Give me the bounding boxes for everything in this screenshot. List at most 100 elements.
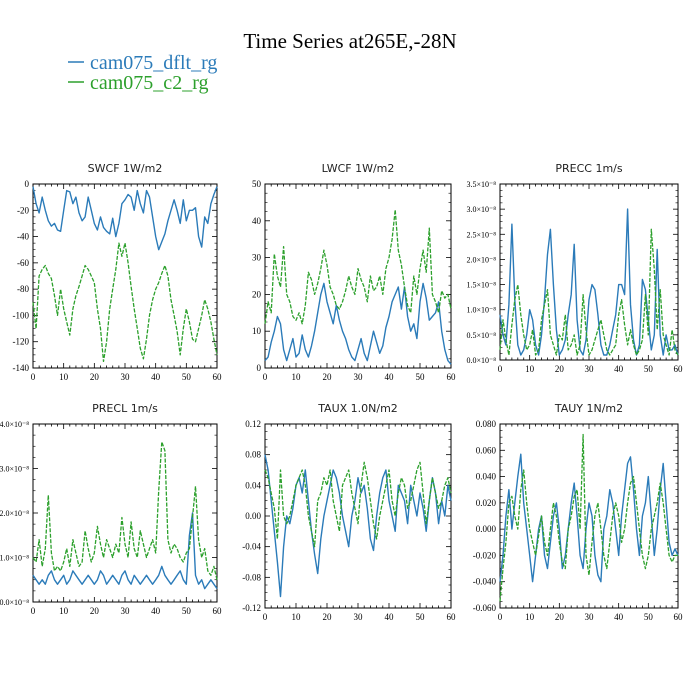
x-tick-label: 40 [614, 612, 624, 622]
x-tick-label: 50 [416, 372, 426, 382]
chart-panel: LWCF 1W/m2 0 10 20 30 40 50 60 0 10 20 30 40 50 [252, 162, 456, 382]
y-tick-label: 0.04 [245, 480, 261, 490]
x-tick-label: 30 [585, 612, 595, 622]
x-tick-label: 0 [31, 372, 36, 382]
x-tick-label: 30 [121, 372, 131, 382]
series-line-dflt [32, 186, 218, 251]
x-tick-label: 40 [385, 372, 395, 382]
x-tick-label: 50 [644, 364, 654, 374]
y-tick-label: 2.0×10⁻⁸ [0, 509, 29, 518]
series-line-c2 [264, 209, 452, 325]
series-line-dflt [499, 453, 679, 583]
x-tick-label: 60 [674, 612, 684, 622]
x-tick-label: 0 [31, 606, 36, 616]
chart-panel: PRECC 1m/s 0 10 20 30 40 50 60 0.0×10⁻⁸ 0.5×10⁻⁸ 1… [466, 162, 683, 374]
y-tick-label: -120 [13, 337, 30, 347]
legend-label-c2: cam075_c2_rg [90, 72, 209, 94]
series-line-c2 [32, 441, 218, 580]
y-tick-label: 30 [252, 253, 262, 263]
x-tick-label: 20 [323, 612, 333, 622]
panel-title: LWCF 1W/m2 [322, 162, 395, 175]
series-line-dflt [264, 282, 452, 365]
y-tick-label: 0.080 [476, 419, 497, 429]
y-tick-label: 0.0×10⁻⁸ [0, 598, 29, 607]
y-tick-label: 4.0×10⁻⁸ [0, 420, 29, 429]
x-tick-label: 0 [263, 612, 268, 622]
x-tick-label: 30 [354, 372, 364, 382]
plot-frame [32, 423, 218, 603]
y-tick-label: -100 [13, 310, 30, 320]
x-tick-label: 60 [447, 612, 457, 622]
y-tick-label: -60 [17, 258, 29, 268]
y-tick-label: 0.020 [476, 498, 497, 508]
x-tick-label: 60 [674, 364, 684, 374]
x-tick-label: 30 [121, 606, 131, 616]
x-tick-label: 10 [59, 372, 69, 382]
y-tick-label: 0.12 [245, 419, 261, 429]
y-tick-label: -0.020 [473, 550, 497, 560]
x-tick-label: 20 [90, 606, 100, 616]
y-tick-label: 0.5×10⁻⁸ [466, 331, 496, 340]
x-tick-label: 40 [614, 364, 624, 374]
y-tick-label: 0.00 [245, 511, 261, 521]
x-tick-label: 50 [182, 606, 192, 616]
x-tick-label: 20 [323, 372, 333, 382]
x-tick-label: 30 [585, 364, 595, 374]
y-tick-label: 0.000 [476, 524, 497, 534]
chart-panel: TAUY 1N/m2 0 10 20 30 40 50 60 0.080 0.060 0.040 0.… [473, 402, 683, 622]
series-line-dflt [32, 512, 218, 590]
y-tick-label: 3.0×10⁻⁸ [0, 465, 29, 474]
series-line-dflt [264, 454, 452, 598]
y-tick-label: 0.08 [245, 450, 261, 460]
legend: cam075_dflt_rg cam075_c2_rg [68, 52, 217, 94]
x-tick-label: 50 [416, 612, 426, 622]
x-tick-label: 10 [525, 364, 535, 374]
x-tick-label: 40 [151, 606, 161, 616]
x-tick-label: 10 [292, 612, 302, 622]
chart-panel: SWCF 1W/m2 0 10 20 30 40 50 60 0 -20 -40 -60 -80 -100… [13, 162, 223, 382]
y-tick-label: 1.0×10⁻⁸ [466, 306, 496, 315]
y-tick-label: 3.0×10⁻⁸ [466, 205, 496, 214]
panel-title: PRECC 1m/s [555, 162, 623, 175]
x-tick-label: 30 [354, 612, 364, 622]
y-tick-label: 0.0×10⁻⁸ [466, 356, 496, 365]
y-tick-label: 1.0×10⁻⁸ [0, 554, 29, 563]
panel-title: TAUX 1.0N/m2 [317, 402, 398, 415]
y-tick-label: -0.040 [473, 577, 497, 587]
y-tick-label: 20 [252, 289, 262, 299]
figure-title: Time Series at265E,-28N [243, 29, 456, 53]
y-tick-label: -80 [17, 284, 29, 294]
y-tick-label: 0 [25, 179, 30, 189]
panel-title: TAUY 1N/m2 [554, 402, 623, 415]
x-tick-label: 60 [213, 606, 223, 616]
x-tick-label: 10 [59, 606, 69, 616]
chart-panel: PRECL 1m/s 0 10 20 30 40 50 60 0.0×10⁻⁸ 1.0×10⁻⁸ 2… [0, 402, 222, 616]
series-line-c2 [264, 461, 452, 548]
panel-title: PRECL 1m/s [92, 402, 158, 415]
x-tick-label: 20 [555, 364, 565, 374]
y-tick-label: 10 [252, 326, 262, 336]
y-tick-label: 1.5×10⁻⁸ [466, 281, 496, 290]
x-tick-label: 40 [151, 372, 161, 382]
panel-title: SWCF 1W/m2 [88, 162, 163, 175]
y-tick-label: 2.5×10⁻⁸ [466, 230, 496, 239]
legend-label-dflt: cam075_dflt_rg [90, 52, 217, 74]
x-tick-label: 50 [644, 612, 654, 622]
x-tick-label: 50 [182, 372, 192, 382]
x-tick-label: 10 [292, 372, 302, 382]
x-tick-label: 10 [525, 612, 535, 622]
y-tick-label: -0.060 [473, 603, 497, 613]
x-tick-label: 0 [498, 612, 503, 622]
panels: SWCF 1W/m2 0 10 20 30 40 50 60 0 -20 -40 -60 -80 -100… [0, 162, 683, 622]
series-line-c2 [499, 228, 679, 356]
y-tick-label: 40 [252, 216, 262, 226]
series-line-c2 [32, 242, 218, 363]
x-tick-label: 20 [555, 612, 565, 622]
x-tick-label: 40 [385, 612, 395, 622]
y-tick-label: 0.060 [476, 445, 497, 455]
y-tick-label: 50 [252, 179, 262, 189]
y-tick-label: -0.04 [242, 542, 261, 552]
x-tick-label: 0 [498, 364, 503, 374]
y-tick-label: 2.0×10⁻⁸ [466, 255, 496, 264]
